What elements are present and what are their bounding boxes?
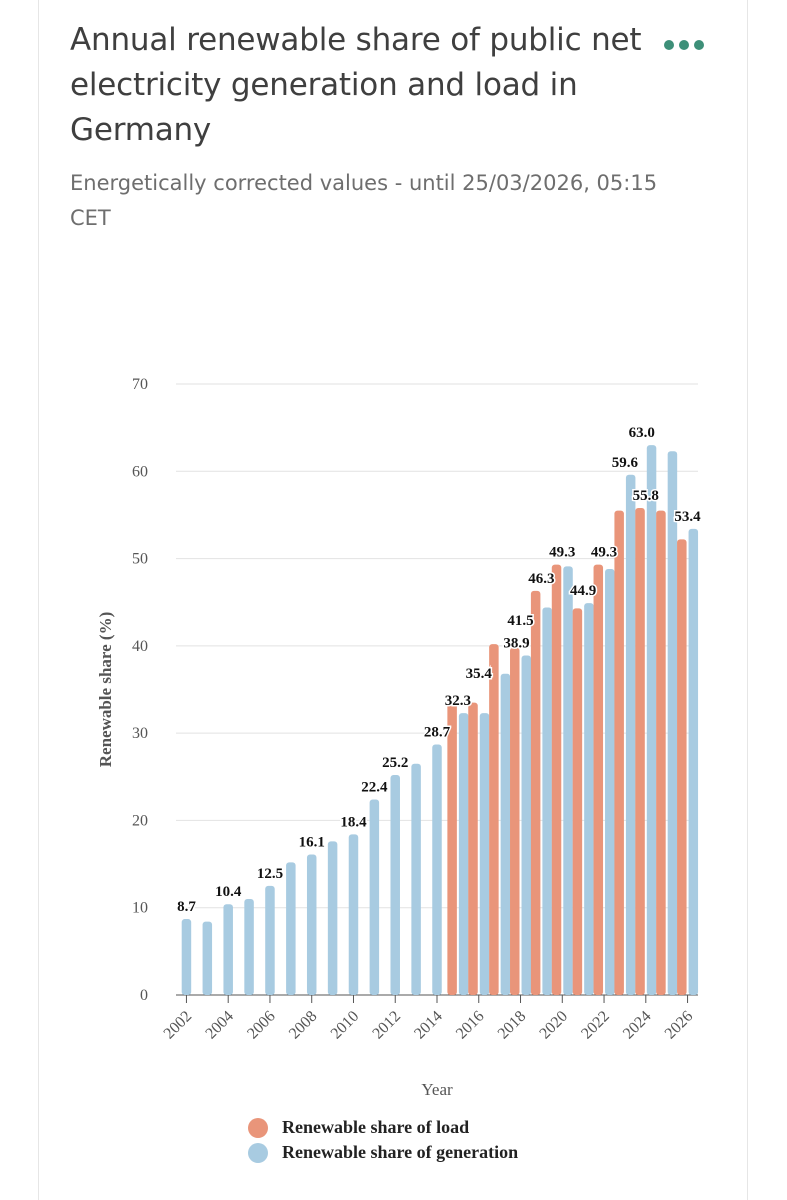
bar-generation-2005 [244,898,254,995]
bar-generation-2013 [411,763,421,995]
data-label: 22.4 [361,779,388,795]
y-axis-title: Renewable share (%) [96,612,115,768]
bar-generation-2007 [286,862,296,995]
legend-marker-load [248,1117,268,1138]
y-tick-label: 40 [132,638,148,655]
data-label: 18.4 [340,814,367,830]
y-axis: 0 10 20 30 40 50 60 70 [132,376,148,1004]
bar-generation-2018 [521,655,532,995]
y-tick-label: 60 [132,463,148,480]
x-axis-title: Year [421,1080,453,1099]
y-tick-label: 10 [132,900,148,917]
data-label: 25.2 [382,755,408,771]
bar-generation-2020 [563,566,573,995]
bar-load-2018 [510,647,520,995]
y-tick-label: 0 [140,987,148,1004]
bar-generation-2009 [327,841,338,995]
data-label: 8.7 [177,899,196,915]
bar-generation-2015 [458,713,469,995]
data-label: 44.9 [570,583,596,599]
y-tick-label: 30 [132,725,148,742]
bar-generation-2023 [625,474,636,996]
bar-load-2019 [530,590,541,995]
bar-generation-2024 [646,445,657,996]
bar-generation-2026 [688,528,699,995]
bar-generation-2011 [369,799,380,995]
bar-load-2022 [593,564,604,995]
bar-load-2020 [551,564,562,995]
more-dots-icon [679,40,689,50]
data-label: 12.5 [257,866,283,882]
x-tick-label: 2024 [620,1008,655,1043]
bar-generation-2002 [181,919,192,995]
data-label: 55.8 [633,488,659,504]
x-axis: 2002 2004 2006 2008 2010 2012 2014 2016 2018 2020… [161,995,697,1043]
x-tick-label: 2016 [453,1008,488,1043]
data-labels: 8.7 10.4 12.5 16.1 18.4 22.4 25.2 28.7 32.3 35.4 4… [176,424,703,917]
y-tick-label: 70 [132,376,148,393]
x-tick-label: 2020 [536,1008,571,1043]
bar-generation-2006 [265,885,275,995]
legend-label-load: Renewable share of load [282,1117,470,1137]
bar-generation-2003 [202,921,213,995]
data-label: 28.7 [424,724,451,740]
data-label: 46.3 [528,571,554,587]
bar-load-2016 [468,702,478,995]
bar-generation-2008 [306,854,317,995]
y-tick-label: 20 [132,812,148,829]
more-dots-icon [694,40,704,50]
x-tick-label: 2022 [578,1008,613,1043]
data-label: 10.4 [215,884,242,900]
bar-generation-2016 [479,713,490,995]
x-tick-label: 2010 [328,1008,363,1043]
bar-generation-2017 [500,673,511,995]
bar-generation-2019 [542,607,552,995]
x-tick-label: 2008 [286,1008,321,1043]
chart-card [38,0,748,1200]
legend-label-generation: Renewable share of generation [282,1142,519,1162]
x-tick-label: 2002 [161,1008,196,1043]
data-label: 16.1 [299,834,325,850]
data-label: 59.6 [612,455,639,471]
chart-title: Annual renewable share of public net ele… [70,22,642,148]
x-tick-label: 2006 [244,1008,279,1043]
data-label: 32.3 [445,693,471,709]
bar-load-2024 [635,507,645,995]
data-label: 49.3 [549,545,575,561]
bar-generation-2010 [348,834,359,995]
legend-item-generation[interactable]: Renewable share of generation [248,1142,518,1163]
bars [181,445,699,996]
legend-marker-generation [248,1142,268,1163]
bar-load-2023 [614,510,624,995]
y-tick-label: 50 [132,551,148,568]
x-tick-label: 2018 [495,1008,530,1043]
bar-generation-2012 [390,775,400,995]
x-tick-label: 2026 [662,1008,697,1043]
bar-chart: 0 10 20 30 40 50 60 70 2002 2004 2006 2008 2010 2012… [96,376,703,1099]
data-label: 38.9 [503,635,529,651]
bar-generation-2004 [223,904,233,995]
bar-generation-2022 [605,569,615,995]
bar-generation-2014 [432,744,442,995]
data-label: 63.0 [629,425,655,441]
bar-load-2025 [656,510,666,995]
chart-subtitle: Energetically corrected values - until 2… [70,171,658,230]
bar-generation-2025 [667,451,678,996]
data-label: 53.4 [674,509,701,525]
bar-load-2021 [572,608,583,995]
data-label: 41.5 [507,613,533,629]
legend-item-load[interactable]: Renewable share of load [248,1117,469,1138]
bar-load-2026 [677,539,687,995]
x-tick-label: 2004 [202,1008,237,1043]
x-tick-label: 2012 [369,1008,404,1043]
bar-load-2015 [447,702,457,995]
x-tick-label: 2014 [411,1008,446,1043]
bar-generation-2021 [584,603,594,995]
data-label: 49.3 [591,545,617,561]
bar-load-2017 [489,644,499,995]
more-options-button[interactable] [664,34,712,56]
data-label: 35.4 [466,666,493,682]
more-dots-icon [664,40,674,50]
